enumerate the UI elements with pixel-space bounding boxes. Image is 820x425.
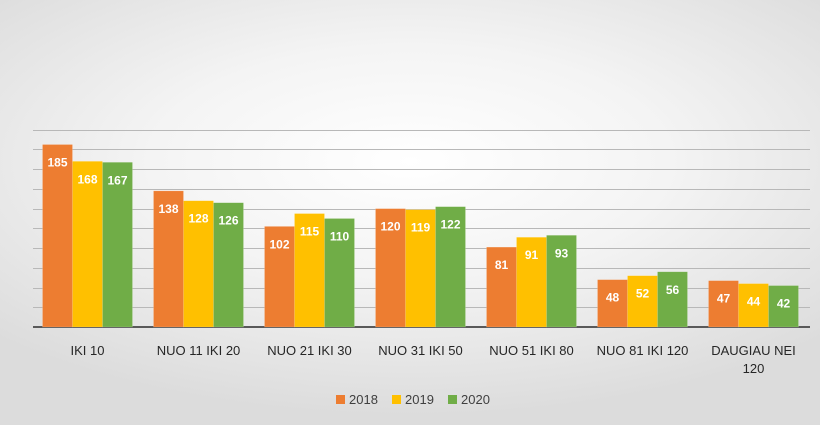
bar-2020-3	[435, 206, 466, 328]
category-labels: IKI 10 NUO 11 IKI 20 NUO 21 IKI 30 NUO 31 I…	[71, 343, 796, 376]
data-label-2019-3: 119	[411, 221, 431, 235]
legend-swatch-2018	[336, 395, 345, 404]
bar-2020-4	[546, 234, 577, 328]
data-label-2020-5: 56	[666, 283, 680, 297]
bar-2020-5	[657, 271, 688, 328]
data-label-2019-6: 44	[747, 295, 761, 309]
category-label-5: NUO 81 IKI 120	[597, 343, 689, 358]
legend-swatch-2020	[448, 395, 457, 404]
data-label-2018-4: 81	[495, 258, 509, 272]
legend-label-2020: 2020	[461, 392, 490, 407]
legend-swatch-2019	[392, 395, 401, 404]
legend-label-2019: 2019	[405, 392, 434, 407]
data-label-2020-0: 167	[107, 173, 127, 187]
bar-2019-4	[516, 236, 547, 328]
legend-label-2018: 2018	[349, 392, 378, 407]
data-label-2019-5: 52	[636, 287, 650, 301]
category-label-0: IKI 10	[71, 343, 105, 358]
data-label-2020-4: 93	[555, 246, 569, 260]
bars	[42, 144, 799, 328]
bar-2019-5	[627, 275, 658, 328]
data-label-2019-1: 128	[188, 212, 208, 226]
data-label-2018-6: 47	[717, 292, 731, 306]
category-label-4: NUO 51 IKI 80	[489, 343, 574, 358]
data-labels: 185 138 102 120 81 48 47 168 128 115 119 91 52 44 167 1…	[47, 156, 790, 311]
bar-2018-5	[597, 279, 628, 328]
data-label-2020-2: 110	[330, 229, 350, 243]
bar-2019-0	[72, 160, 103, 328]
bar-2019-2	[294, 213, 325, 328]
category-label-3: NUO 31 IKI 50	[378, 343, 463, 358]
bar-2018-2	[264, 226, 295, 328]
bar-2018-3	[375, 208, 406, 328]
data-label-2018-3: 120	[380, 220, 400, 234]
data-label-2019-4: 91	[525, 248, 539, 262]
data-label-2020-6: 42	[777, 297, 791, 311]
bar-2019-3	[405, 209, 436, 328]
data-label-2018-2: 102	[269, 237, 289, 251]
bar-2018-6	[708, 280, 739, 328]
bar-2020-1	[213, 202, 244, 328]
bar-2020-2	[324, 218, 355, 328]
bar-2020-6	[768, 285, 799, 328]
bar-2020-0	[102, 161, 133, 328]
bar-2018-0	[42, 144, 73, 328]
data-label-2019-2: 115	[300, 225, 320, 239]
data-label-2020-1: 126	[218, 214, 238, 228]
data-label-2020-3: 122	[440, 218, 460, 232]
data-label-2018-5: 48	[606, 291, 620, 305]
category-label-2: NUO 21 IKI 30	[267, 343, 352, 358]
data-label-2019-0: 168	[77, 172, 97, 186]
legend: 2018 2019 2020	[336, 392, 490, 407]
category-label-1: NUO 11 IKI 20	[157, 343, 241, 358]
bar-2018-4	[486, 246, 517, 328]
category-label-6: DAUGIAU NEI 120	[711, 343, 796, 376]
bar-2018-1	[153, 190, 184, 328]
bar-2019-6	[738, 283, 769, 328]
data-label-2018-1: 138	[158, 202, 178, 216]
data-label-2018-0: 185	[47, 156, 67, 170]
